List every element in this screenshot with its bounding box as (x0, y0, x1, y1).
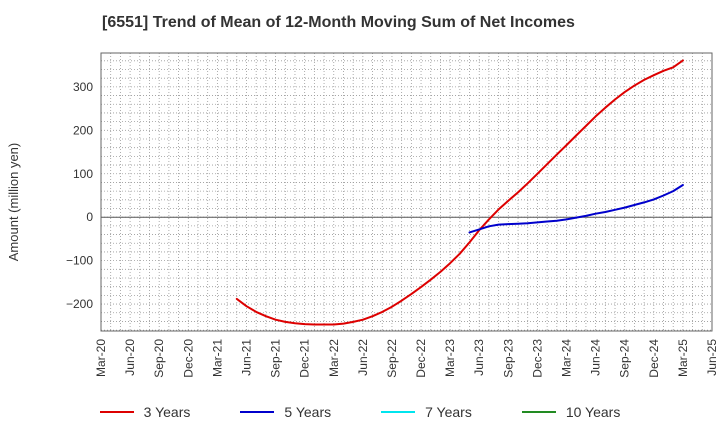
legend-swatch (240, 411, 275, 413)
x-tick-label: Jun-23 (472, 339, 486, 376)
x-tick-label: Dec-24 (647, 339, 661, 378)
legend-label: 10 Years (565, 404, 621, 420)
x-tick-label: Mar-20 (94, 339, 108, 377)
legend-swatch (381, 411, 416, 413)
chart-title: [6551] Trend of Mean of 12-Month Moving … (102, 14, 575, 31)
x-tick-label: Sep-21 (269, 339, 283, 378)
y-tick-label: −200 (66, 297, 93, 311)
legend-item: 10 Years (521, 404, 621, 420)
x-tick-label: Dec-21 (298, 339, 312, 378)
x-tick-label: Jun-22 (356, 339, 370, 376)
x-tick-label: Dec-20 (181, 339, 195, 378)
series-lines (235, 59, 684, 326)
x-tick-label: Jun-25 (705, 339, 719, 376)
legend-item: 7 Years (381, 404, 472, 420)
x-tick-label: Sep-24 (618, 339, 632, 378)
y-tick-labels: −200 −100 0 100 200 300 (66, 80, 93, 311)
x-tick-label: Sep-20 (152, 339, 166, 378)
y-tick-label: 300 (73, 80, 93, 94)
x-tick-label: Sep-22 (385, 339, 399, 378)
legend-item: 3 Years (99, 404, 191, 420)
legend-label: 7 Years (425, 404, 472, 420)
x-tick-label: Mar-21 (210, 339, 224, 377)
y-tick-label: 100 (73, 167, 93, 181)
x-tick-label: Dec-23 (530, 339, 544, 378)
plot-frame (100, 52, 713, 332)
y-axis-label: Amount (million yen) (6, 143, 21, 262)
legend-item: 5 Years (240, 404, 331, 420)
grid (100, 53, 713, 331)
x-tick-labels: Mar-20 Jun-20 Sep-20 Dec-20 Mar-21 Jun-21 Sep-… (94, 339, 719, 378)
legend-label: 3 Years (143, 404, 191, 420)
x-tick-label: Mar-24 (560, 339, 574, 377)
x-tick-label: Mar-22 (327, 339, 341, 377)
x-tick-label: Mar-23 (443, 339, 457, 377)
x-tick-label: Jun-24 (589, 339, 603, 376)
series-line-5-years (468, 184, 684, 234)
legend-swatch (99, 411, 134, 413)
series-line-3-years (235, 59, 684, 326)
y-tick-label: 0 (86, 210, 93, 224)
x-tick-label: Jun-21 (239, 339, 253, 376)
legend-label: 5 Years (284, 404, 332, 420)
x-tick-label: Sep-23 (501, 339, 515, 378)
y-tick-label: −100 (66, 254, 93, 268)
x-tick-label: Mar-25 (676, 339, 690, 377)
x-tick-label: Jun-20 (123, 339, 137, 376)
y-tick-label: 200 (73, 123, 93, 137)
legend-swatch (521, 411, 556, 413)
legend: 3 Years 5 Years 7 Years 10 Years (0, 404, 720, 420)
x-tick-label: Dec-22 (414, 339, 428, 378)
